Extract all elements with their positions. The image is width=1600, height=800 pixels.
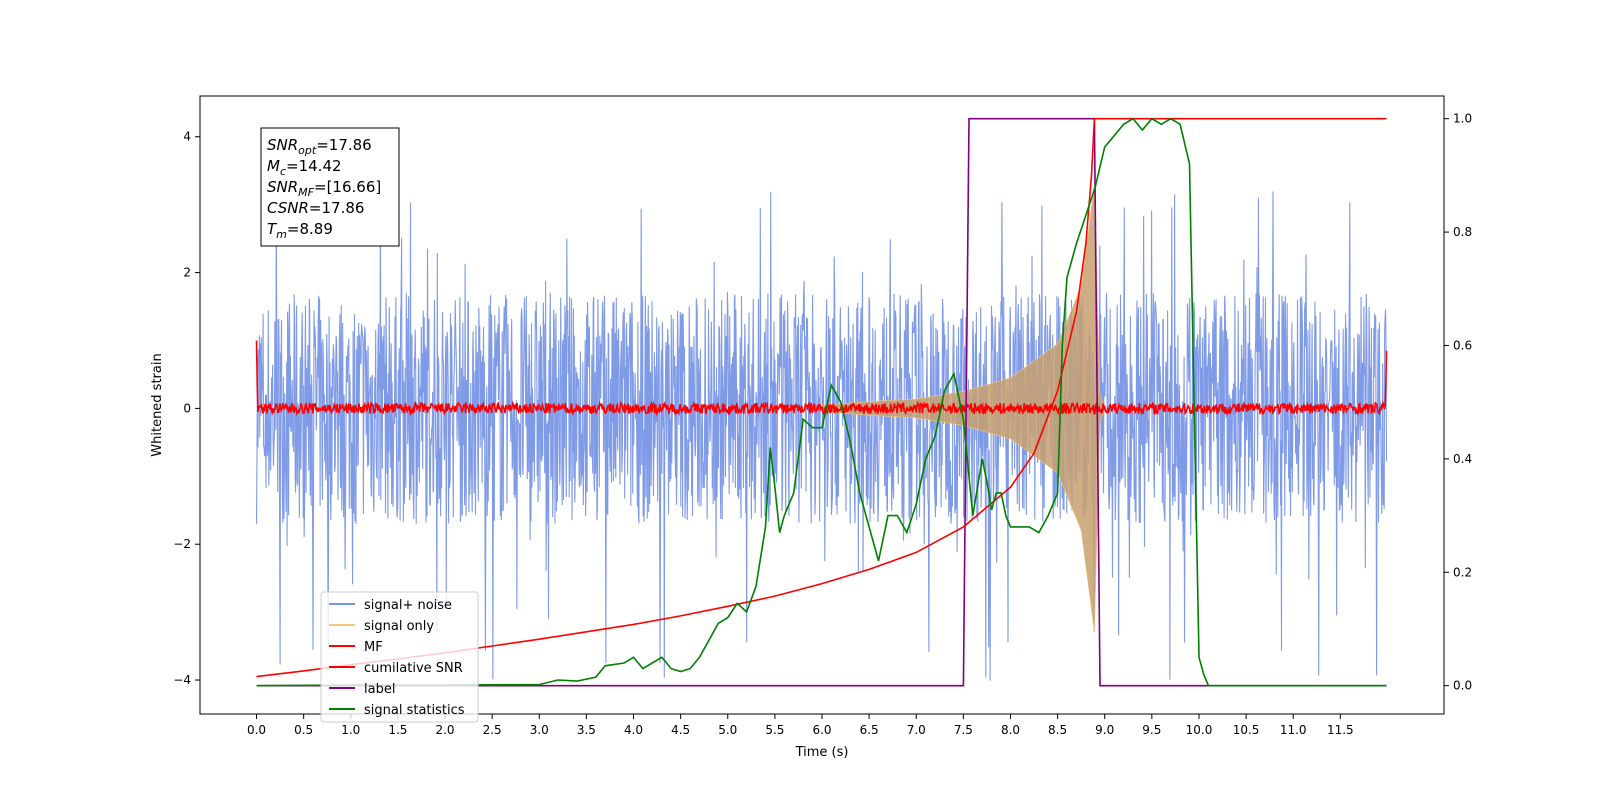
y-axis-label: Whitened strain — [150, 353, 165, 456]
x-tick-label: 7.0 — [907, 723, 926, 737]
legend-frame — [320, 591, 479, 723]
x-axis: 0.0 0.5 1.0 1.5 2.0 2.5 3.0 3.5 4.0 4.5 5.0 5.5 6.0 6… — [247, 714, 1354, 737]
annotation-line: CSNR=17.86 — [267, 199, 364, 217]
legend-entry: label — [364, 682, 395, 697]
x-tick-label: 3.0 — [530, 723, 549, 737]
annotation-value: =17.86 — [316, 136, 372, 154]
legend-entry: signal only — [364, 619, 434, 634]
x-tick-label: 9.5 — [1142, 723, 1161, 737]
y-axis-right: 0.0 0.2 0.4 0.6 0.8 1.0 — [1444, 112, 1472, 693]
series-label-line — [256, 117, 1387, 687]
x-tick-label: 1.0 — [341, 723, 360, 737]
annotation-line: Tm=8.89 — [267, 220, 333, 241]
annotation-symbol: T — [267, 220, 278, 238]
x-tick-label: 1.5 — [388, 723, 407, 737]
annotation-subscript: opt — [298, 144, 317, 157]
annotation-subscript: MF — [298, 186, 314, 199]
annotation-frame — [260, 127, 400, 247]
legend-entry: cumilative SNR — [364, 661, 463, 676]
y-tick-label: −4 — [173, 673, 191, 687]
x-tick-label: 6.0 — [812, 723, 831, 737]
x-tick-label: 4.5 — [671, 723, 690, 737]
y-axis-left: −4 −2 0 2 4 — [173, 130, 200, 687]
legend-entry: signal+ noise — [364, 598, 452, 613]
x-tick-label: 11.0 — [1280, 723, 1307, 737]
annotation-line: SNRMF=[16.66] — [267, 178, 381, 199]
annotation-symbol: M — [267, 157, 280, 175]
annotation-value: =14.42 — [286, 157, 342, 175]
legend-entry: signal statistics — [364, 703, 465, 718]
y-tick-label: 4 — [183, 130, 191, 144]
series-signal-noise-line — [255, 185, 1388, 681]
y2-tick-label: 1.0 — [1453, 112, 1472, 126]
legend: signal+ noise signal only MF cumilative SNR… — [320, 591, 479, 723]
annotation-line: Mc=14.42 — [267, 157, 342, 178]
x-tick-label: 8.5 — [1048, 723, 1067, 737]
annotation-value: =17.86 — [309, 199, 365, 217]
x-tick-label: 11.5 — [1327, 723, 1354, 737]
series-signal-statistics-line — [256, 117, 1387, 687]
x-tick-label: 10.5 — [1233, 723, 1260, 737]
y2-tick-label: 0.4 — [1453, 452, 1472, 466]
annotation-subscript: c — [280, 165, 286, 178]
x-tick-label: 0.5 — [294, 723, 313, 737]
annotation-line: SNRopt=17.86 — [267, 136, 372, 157]
x-tick-label: 6.5 — [860, 723, 879, 737]
x-tick-label: 2.0 — [435, 723, 454, 737]
x-tick-label: 10.0 — [1186, 723, 1213, 737]
annotation-box: SNRopt=17.86Mc=14.42SNRMF=[16.66]CSNR=17… — [260, 127, 400, 247]
annotation-subscript: m — [276, 228, 287, 241]
y2-tick-label: 0.6 — [1453, 338, 1472, 352]
y-tick-label: 2 — [183, 266, 191, 280]
y-tick-label: 0 — [183, 401, 191, 415]
x-tick-label: 9.0 — [1095, 723, 1114, 737]
y2-tick-label: 0.0 — [1453, 679, 1472, 693]
x-tick-label: 5.5 — [765, 723, 784, 737]
x-tick-label: 3.5 — [577, 723, 596, 737]
legend-entry: MF — [364, 640, 383, 655]
x-tick-label: 2.5 — [483, 723, 502, 737]
x-tick-label: 0.0 — [247, 723, 266, 737]
annotation-symbol: CSNR — [267, 199, 309, 217]
series-layer — [255, 117, 1388, 687]
plot-area — [255, 117, 1388, 687]
x-tick-label: 8.0 — [1001, 723, 1020, 737]
y-tick-label: −2 — [173, 537, 191, 551]
annotation-symbol: SNR — [267, 178, 298, 196]
y2-tick-label: 0.8 — [1453, 225, 1472, 239]
series-mf-line — [255, 340, 1388, 417]
x-tick-label: 7.5 — [954, 723, 973, 737]
x-tick-label: 5.0 — [718, 723, 737, 737]
annotation-value: =8.89 — [287, 220, 333, 238]
y2-tick-label: 0.2 — [1453, 565, 1472, 579]
annotation-symbol: SNR — [267, 136, 298, 154]
x-tick-label: 4.0 — [624, 723, 643, 737]
x-axis-label: Time (s) — [795, 745, 849, 760]
annotation-value: =[16.66] — [314, 178, 381, 196]
